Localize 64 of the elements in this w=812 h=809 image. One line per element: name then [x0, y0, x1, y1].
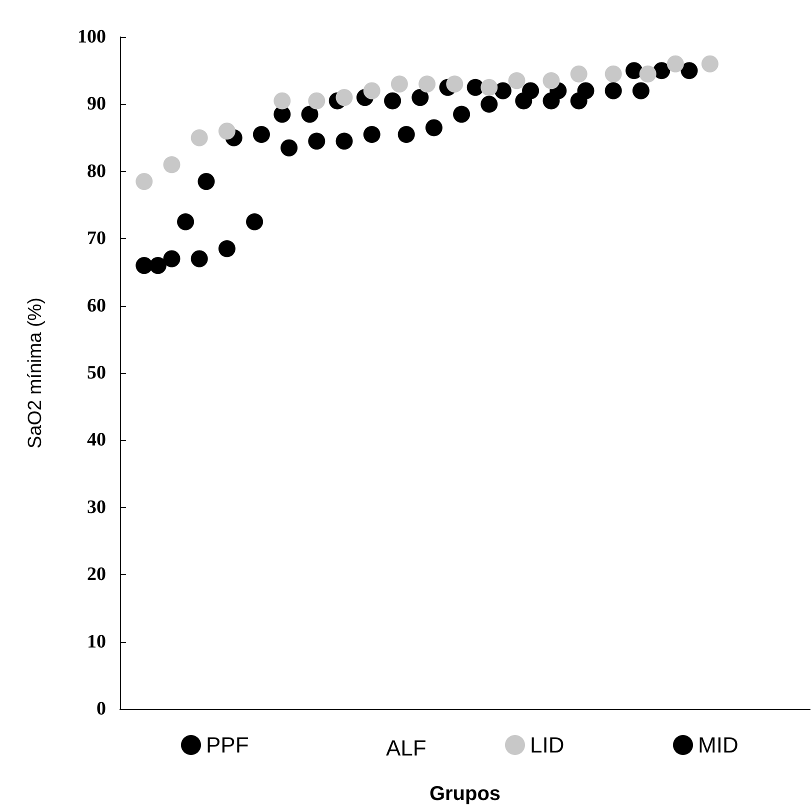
point	[515, 92, 532, 110]
point	[570, 92, 588, 110]
point	[425, 119, 442, 136]
point	[190, 250, 208, 268]
point	[252, 126, 270, 143]
text: ALF	[386, 736, 426, 760]
y-tick-label: 100	[78, 26, 106, 48]
point	[177, 213, 194, 230]
point	[453, 106, 470, 123]
x-axis-title: Grupos	[429, 783, 501, 805]
point	[446, 76, 464, 93]
y-tick-label: 30	[87, 496, 106, 518]
point	[604, 65, 622, 82]
y-tick-label: 90	[87, 94, 106, 115]
y-tick-label: 50	[87, 362, 106, 384]
point	[542, 72, 560, 90]
y-tick-label: 20	[87, 564, 106, 586]
point	[570, 65, 588, 82]
legend-label: MID	[698, 732, 738, 758]
point	[680, 62, 698, 80]
point	[363, 126, 380, 143]
point	[308, 92, 326, 110]
point	[218, 240, 236, 258]
point	[542, 92, 560, 110]
point	[412, 88, 429, 106]
point	[246, 213, 264, 230]
point	[626, 62, 643, 80]
point	[198, 172, 215, 190]
point	[639, 65, 656, 82]
point	[308, 132, 326, 150]
point	[163, 156, 180, 174]
y-tick-label: 70	[87, 228, 106, 250]
point	[336, 132, 353, 150]
point	[384, 92, 402, 110]
point	[508, 72, 526, 90]
legend-label: PPF	[206, 732, 249, 758]
point	[136, 172, 153, 190]
point	[390, 76, 408, 93]
point	[632, 82, 650, 100]
y-axis-title: SaO2 mínima (%)	[25, 298, 46, 448]
y-tick-label: 0	[96, 698, 106, 720]
point	[190, 129, 208, 146]
point	[494, 82, 512, 100]
point	[149, 256, 166, 274]
y-tick-label: 60	[87, 295, 106, 316]
point	[274, 92, 291, 110]
point	[398, 126, 415, 143]
point	[280, 139, 298, 156]
point	[336, 88, 353, 106]
point	[418, 76, 436, 93]
y-tick-label: 10	[87, 631, 106, 652]
point	[301, 106, 318, 123]
point	[163, 250, 180, 268]
point	[480, 78, 498, 96]
legend-label: LID	[530, 732, 564, 758]
point	[604, 82, 622, 100]
point	[666, 55, 684, 72]
y-tick-label: 40	[87, 430, 106, 451]
point	[701, 55, 718, 72]
y-tick-label: 80	[87, 160, 106, 182]
point	[136, 256, 153, 274]
point	[480, 96, 498, 113]
point	[363, 82, 380, 100]
point	[218, 122, 236, 140]
